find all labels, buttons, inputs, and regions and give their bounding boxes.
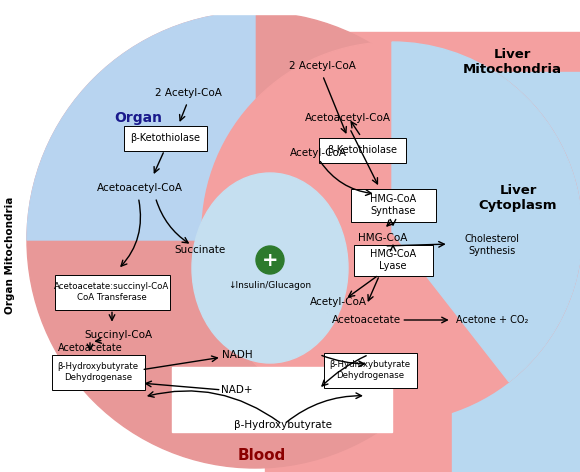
- Circle shape: [27, 12, 483, 468]
- FancyBboxPatch shape: [318, 137, 405, 162]
- Text: NAD+: NAD+: [221, 385, 253, 395]
- Text: Succinate: Succinate: [175, 245, 226, 255]
- Text: Acetone + CO₂: Acetone + CO₂: [456, 315, 528, 325]
- Text: Acetyl-CoA: Acetyl-CoA: [310, 297, 367, 307]
- Circle shape: [256, 246, 284, 274]
- Bar: [265, 32, 580, 472]
- FancyBboxPatch shape: [52, 354, 144, 389]
- Text: Succinyl-CoA: Succinyl-CoA: [84, 330, 152, 340]
- Text: HMG-CoA: HMG-CoA: [358, 233, 408, 243]
- Text: β-Hydroxybutyrate
Dehydrogenase: β-Hydroxybutyrate Dehydrogenase: [329, 360, 411, 379]
- Text: +: +: [262, 251, 278, 270]
- Bar: [172, 367, 392, 432]
- Bar: [0, 0, 580, 14]
- Text: β-Ketothiolase: β-Ketothiolase: [130, 133, 200, 143]
- Text: Acetoacetate:succinyl-CoA
CoA Transferase: Acetoacetate:succinyl-CoA CoA Transferas…: [55, 282, 169, 302]
- Text: Organ Mitochondria: Organ Mitochondria: [5, 196, 15, 314]
- Text: Acetoacetate: Acetoacetate: [57, 343, 122, 353]
- Text: Blood: Blood: [238, 447, 286, 463]
- Circle shape: [202, 42, 580, 422]
- Text: HMG-CoA
Lyase: HMG-CoA Lyase: [370, 249, 416, 271]
- Text: Organ: Organ: [114, 111, 162, 125]
- Text: ↓Insulin/Glucagon: ↓Insulin/Glucagon: [229, 280, 311, 289]
- Text: Acetyl-CoA: Acetyl-CoA: [289, 148, 346, 158]
- Text: Cholesterol
Synthesis: Cholesterol Synthesis: [465, 234, 520, 256]
- FancyBboxPatch shape: [55, 275, 169, 310]
- Text: 2 Acetyl-CoA: 2 Acetyl-CoA: [154, 88, 222, 98]
- Wedge shape: [27, 12, 255, 240]
- Bar: [452, 72, 580, 472]
- Text: β-Ketothiolase: β-Ketothiolase: [327, 145, 397, 155]
- Text: Acetoacetyl-CoA: Acetoacetyl-CoA: [97, 183, 183, 193]
- Ellipse shape: [192, 173, 348, 363]
- Text: Acetoacetate: Acetoacetate: [331, 315, 401, 325]
- Text: Liver
Mitochondria: Liver Mitochondria: [462, 48, 561, 76]
- FancyBboxPatch shape: [324, 353, 416, 388]
- FancyBboxPatch shape: [353, 244, 433, 276]
- Text: HMG-CoA
Synthase: HMG-CoA Synthase: [370, 194, 416, 216]
- Text: NADH: NADH: [222, 350, 252, 360]
- Text: Acetoacetyl-CoA: Acetoacetyl-CoA: [305, 113, 391, 123]
- FancyBboxPatch shape: [350, 188, 436, 221]
- Text: β-Hydroxybutyrate
Dehydrogenase: β-Hydroxybutyrate Dehydrogenase: [57, 362, 139, 382]
- FancyBboxPatch shape: [124, 126, 206, 151]
- Wedge shape: [392, 42, 580, 382]
- Text: 2 Acetyl-CoA: 2 Acetyl-CoA: [289, 61, 356, 71]
- Text: Liver
Cytoplasm: Liver Cytoplasm: [478, 184, 557, 212]
- Text: β-Hydroxybutyrate: β-Hydroxybutyrate: [234, 420, 332, 430]
